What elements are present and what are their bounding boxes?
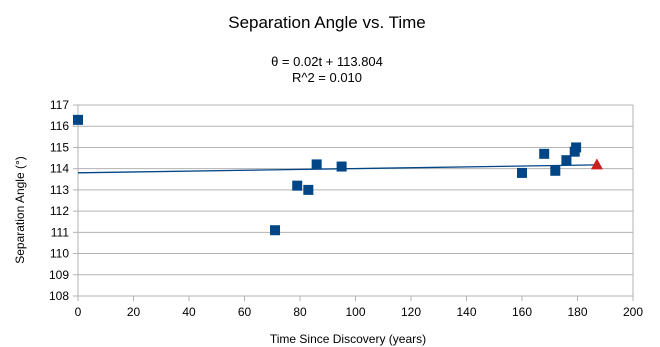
x-tick-label: 100 <box>345 305 365 319</box>
y-tick-label: 109 <box>49 268 69 282</box>
y-tick-labels: 108 109 110 111 112 113 114 115 116 117 <box>49 98 69 303</box>
x-tick-labels: 0 20 40 60 80 100 120 140 160 180 200 <box>75 305 644 319</box>
y-tick-label: 111 <box>51 225 70 239</box>
chart-title: Separation Angle vs. Time <box>228 13 426 32</box>
data-point-triangle <box>590 158 603 170</box>
axes <box>77 105 634 301</box>
data-point-square <box>336 161 347 172</box>
data-point-square <box>571 142 582 153</box>
data-point-square <box>561 155 572 166</box>
x-tick-label: 180 <box>567 305 587 319</box>
data-point-square <box>517 167 527 178</box>
x-tick-label: 200 <box>623 305 643 319</box>
data-point-square <box>73 114 83 125</box>
y-tick-label: 108 <box>49 289 69 303</box>
data-point-square <box>292 180 303 191</box>
data-point-square <box>303 184 314 195</box>
x-tick-label: 120 <box>401 305 421 319</box>
y-tick-label: 112 <box>50 204 69 218</box>
data-point-square <box>270 225 281 236</box>
data-point-square <box>539 148 550 159</box>
data-point-square <box>550 165 561 176</box>
trendline-equation: θ = 0.02t + 113.804 <box>271 54 383 69</box>
r-squared-label: R^2 = 0.010 <box>292 70 362 85</box>
y-tick-label: 110 <box>50 247 69 261</box>
y-axis-label: Separation Angle (°) <box>13 156 27 264</box>
x-tick-label: 160 <box>512 305 532 319</box>
y-tick-label: 117 <box>50 98 69 112</box>
y-tick-label: 113 <box>50 183 69 197</box>
y-tick-label: 114 <box>50 162 69 176</box>
x-tick-label: 40 <box>182 305 196 319</box>
x-axis-label: Time Since Discovery (years) <box>270 332 426 346</box>
data-point-square <box>311 159 322 170</box>
y-tick-label: 116 <box>50 119 69 133</box>
x-tick-label: 140 <box>456 305 476 319</box>
x-tick-label: 0 <box>75 305 82 319</box>
x-tick-label: 80 <box>293 305 307 319</box>
gridlines <box>73 104 633 297</box>
y-tick-label: 115 <box>50 140 69 154</box>
x-tick-label: 60 <box>238 305 252 319</box>
data-points <box>73 114 603 236</box>
x-tick-label: 20 <box>127 305 141 319</box>
